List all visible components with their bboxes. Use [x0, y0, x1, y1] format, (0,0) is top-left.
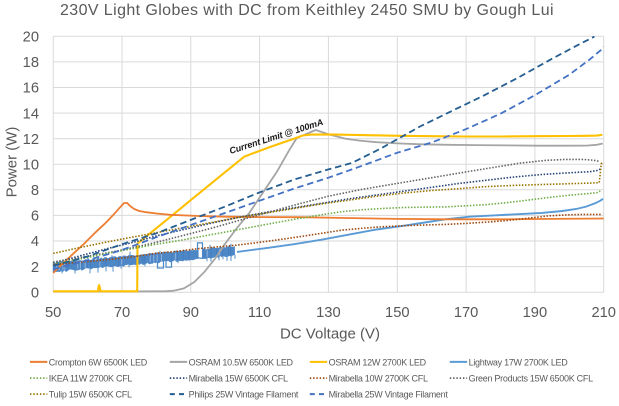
svg-text:6: 6: [31, 209, 39, 225]
svg-text:Power (W): Power (W): [4, 127, 21, 198]
svg-text:130: 130: [316, 305, 341, 321]
svg-text:110: 110: [248, 305, 271, 321]
svg-text:18: 18: [23, 55, 39, 71]
svg-text:Mirabella 10W 2700K CFL: Mirabella 10W 2700K CFL: [329, 374, 428, 384]
svg-text:150: 150: [385, 305, 410, 321]
svg-text:Green Products 15W 6500K CFL: Green Products 15W 6500K CFL: [469, 374, 593, 384]
svg-text:190: 190: [523, 305, 548, 321]
svg-text:16: 16: [23, 81, 39, 97]
svg-text:0: 0: [31, 285, 39, 301]
svg-text:Mirabella 15W 6500K CFL: Mirabella 15W 6500K CFL: [189, 374, 288, 384]
svg-text:50: 50: [45, 305, 61, 321]
svg-text:Tulip 15W 6500K CFL: Tulip 15W 6500K CFL: [49, 390, 132, 400]
svg-text:4: 4: [31, 234, 39, 250]
svg-text:OSRAM 12W 2700K LED: OSRAM 12W 2700K LED: [329, 357, 427, 367]
svg-text:230V Light Globes with DC from: 230V Light Globes with DC from Keithley …: [60, 2, 554, 19]
svg-text:12: 12: [23, 132, 39, 148]
svg-text:210: 210: [591, 305, 616, 321]
svg-text:Philips 25W Vintage Filament: Philips 25W Vintage Filament: [189, 390, 299, 400]
svg-text:8: 8: [31, 183, 39, 199]
svg-text:IKEA 11W 2700K CFL: IKEA 11W 2700K CFL: [49, 374, 133, 384]
svg-text:170: 170: [454, 305, 479, 321]
svg-text:10: 10: [23, 157, 39, 173]
svg-text:OSRAM 10.5W 6500K LED: OSRAM 10.5W 6500K LED: [189, 357, 294, 367]
svg-text:14: 14: [23, 106, 39, 122]
svg-text:70: 70: [114, 305, 130, 321]
svg-text:Mirabella 25W Vintage Filament: Mirabella 25W Vintage Filament: [329, 390, 449, 400]
svg-text:Lightway 17W 2700K LED: Lightway 17W 2700K LED: [469, 357, 569, 367]
svg-text:20: 20: [23, 30, 39, 46]
svg-text:2: 2: [31, 260, 39, 276]
svg-text:Crompton 6W 6500K LED: Crompton 6W 6500K LED: [49, 357, 148, 367]
svg-text:DC Voltage (V): DC Voltage (V): [280, 326, 380, 343]
svg-text:90: 90: [183, 305, 199, 321]
